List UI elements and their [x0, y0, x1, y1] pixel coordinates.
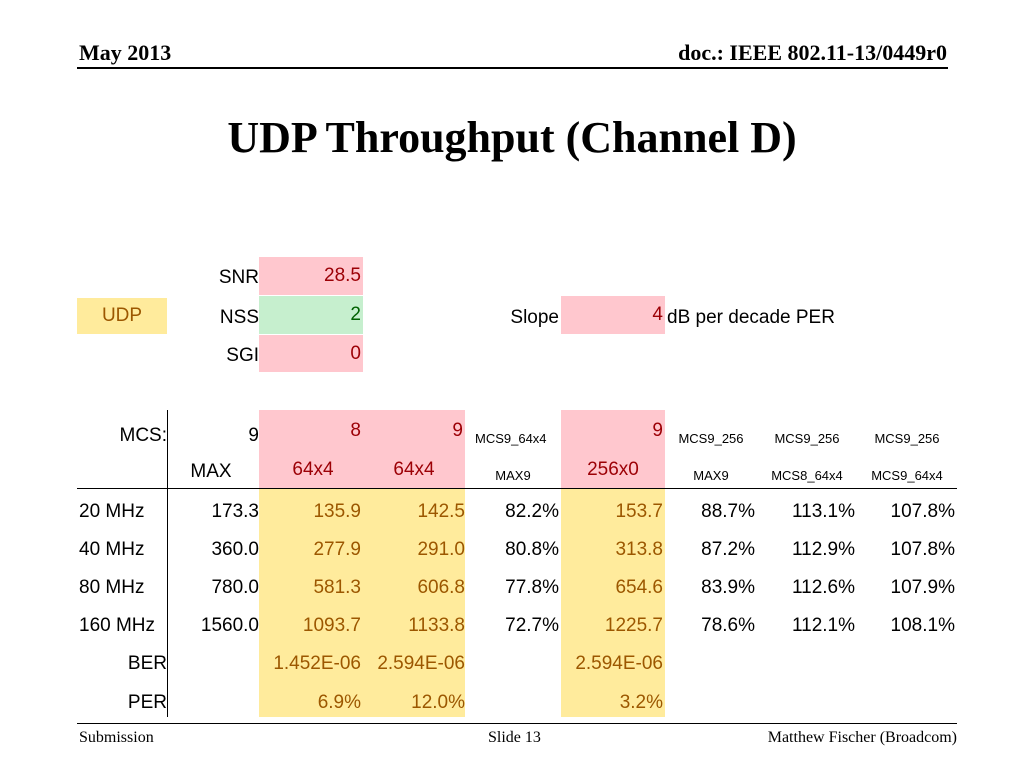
header-cell: 64x4: [363, 452, 465, 488]
table-cell: 6.9%: [317, 692, 361, 713]
table-cell: 1225.7: [604, 615, 663, 636]
table-cell: 291.0: [417, 539, 465, 560]
header-cell: 9: [363, 410, 465, 452]
sgi-value: 0: [259, 335, 363, 372]
header-cell: 8: [259, 410, 363, 452]
table-cell: 173.3: [211, 501, 259, 522]
table-header-vline: [167, 410, 168, 488]
table-cell: 313.8: [615, 539, 663, 560]
nss-value: 2: [259, 296, 363, 334]
table-cell: 142.5: [417, 501, 465, 522]
footer-submission: Submission: [79, 729, 154, 746]
header-date: May 2013: [79, 40, 172, 65]
row-label: 160 MHz: [79, 615, 156, 636]
header-cell: 64x4: [259, 452, 363, 488]
table-cell: 1133.8: [408, 615, 465, 636]
snr-label: SNR: [218, 267, 259, 288]
udp-label: UDP: [77, 298, 167, 334]
row-label: PER: [127, 692, 167, 713]
header-cell: MAX9: [693, 467, 729, 483]
table-cell: 83.9%: [701, 577, 755, 598]
table-cell: 77.8%: [505, 577, 559, 598]
slope-value: 4: [561, 296, 665, 334]
table-cell: 107.8%: [890, 539, 955, 560]
table-cell: 1560.0: [200, 615, 259, 636]
footer-divider: [77, 723, 957, 724]
snr-value: 28.5: [259, 257, 363, 295]
footer-slide-number: Slide 13: [488, 729, 541, 746]
table-cell: 1093.7: [302, 615, 361, 636]
highlight-256x0-column: [561, 489, 665, 717]
table-cell: 112.6%: [791, 577, 855, 598]
header-cell: MCS9_256: [874, 430, 940, 446]
row-label: BER: [127, 653, 167, 674]
mcs-label: MCS:: [119, 425, 168, 446]
table-cell: 1.452E-06: [273, 653, 361, 674]
table-cell: 277.9: [313, 539, 361, 560]
highlight-64x4-columns: [259, 489, 465, 717]
table-cell: 780.0: [211, 577, 259, 598]
table-cell: 113.1%: [791, 501, 855, 522]
table-body-vline: [167, 489, 168, 717]
table-cell: 654.6: [615, 577, 663, 598]
slope-unit: dB per decade PER: [667, 307, 835, 328]
table-cell: 606.8: [417, 577, 465, 598]
footer-author: Matthew Fischer (Broadcom): [767, 729, 957, 746]
table-cell: 78.6%: [701, 615, 755, 636]
table-cell: 107.9%: [890, 577, 955, 598]
slope-label: Slope: [510, 307, 559, 328]
table-cell: 87.2%: [701, 539, 755, 560]
table-cell: 360.0: [211, 539, 259, 560]
sgi-label: SGI: [226, 345, 259, 366]
table-cell: 2.594E-06: [575, 653, 663, 674]
header-cell: MCS9_64x4: [871, 467, 943, 483]
row-label: 20 MHz: [79, 501, 145, 522]
header-doc-id: doc.: IEEE 802.11-13/0449r0: [678, 40, 947, 65]
header-cell: MAX: [190, 461, 232, 482]
table-cell: 80.8%: [505, 539, 559, 560]
table-cell: 108.1%: [890, 615, 955, 636]
nss-label: NSS: [219, 307, 259, 328]
header-cell: 9: [248, 425, 259, 446]
table-cell: 153.7: [615, 501, 663, 522]
table-cell: 3.2%: [619, 692, 663, 713]
header-cell: MCS9_64x4: [475, 430, 547, 446]
table-cell: 135.9: [313, 501, 361, 522]
slide-title: UDP Throughput (Channel D): [227, 113, 797, 162]
table-cell: 88.7%: [701, 501, 755, 522]
table-header-divider: [77, 488, 957, 489]
table-cell: 112.1%: [791, 615, 855, 636]
header-divider: [77, 67, 948, 69]
header-cell: MCS9_256: [774, 430, 840, 446]
header-cell: MCS9_256: [678, 430, 744, 446]
table-cell: 107.8%: [890, 501, 955, 522]
header-cell: 256x0: [561, 452, 665, 488]
table-cell: 12.0%: [411, 692, 465, 713]
header-cell: MCS8_64x4: [771, 467, 843, 483]
row-label: 80 MHz: [79, 577, 145, 598]
table-cell: 82.2%: [505, 501, 559, 522]
row-label: 40 MHz: [79, 539, 145, 560]
table-cell: 72.7%: [505, 615, 559, 636]
table-cell: 581.3: [313, 577, 361, 598]
header-cell: MAX9: [495, 467, 531, 483]
table-cell: 2.594E-06: [377, 653, 465, 674]
table-cell: 112.9%: [791, 539, 855, 560]
header-cell: 9: [561, 410, 665, 452]
